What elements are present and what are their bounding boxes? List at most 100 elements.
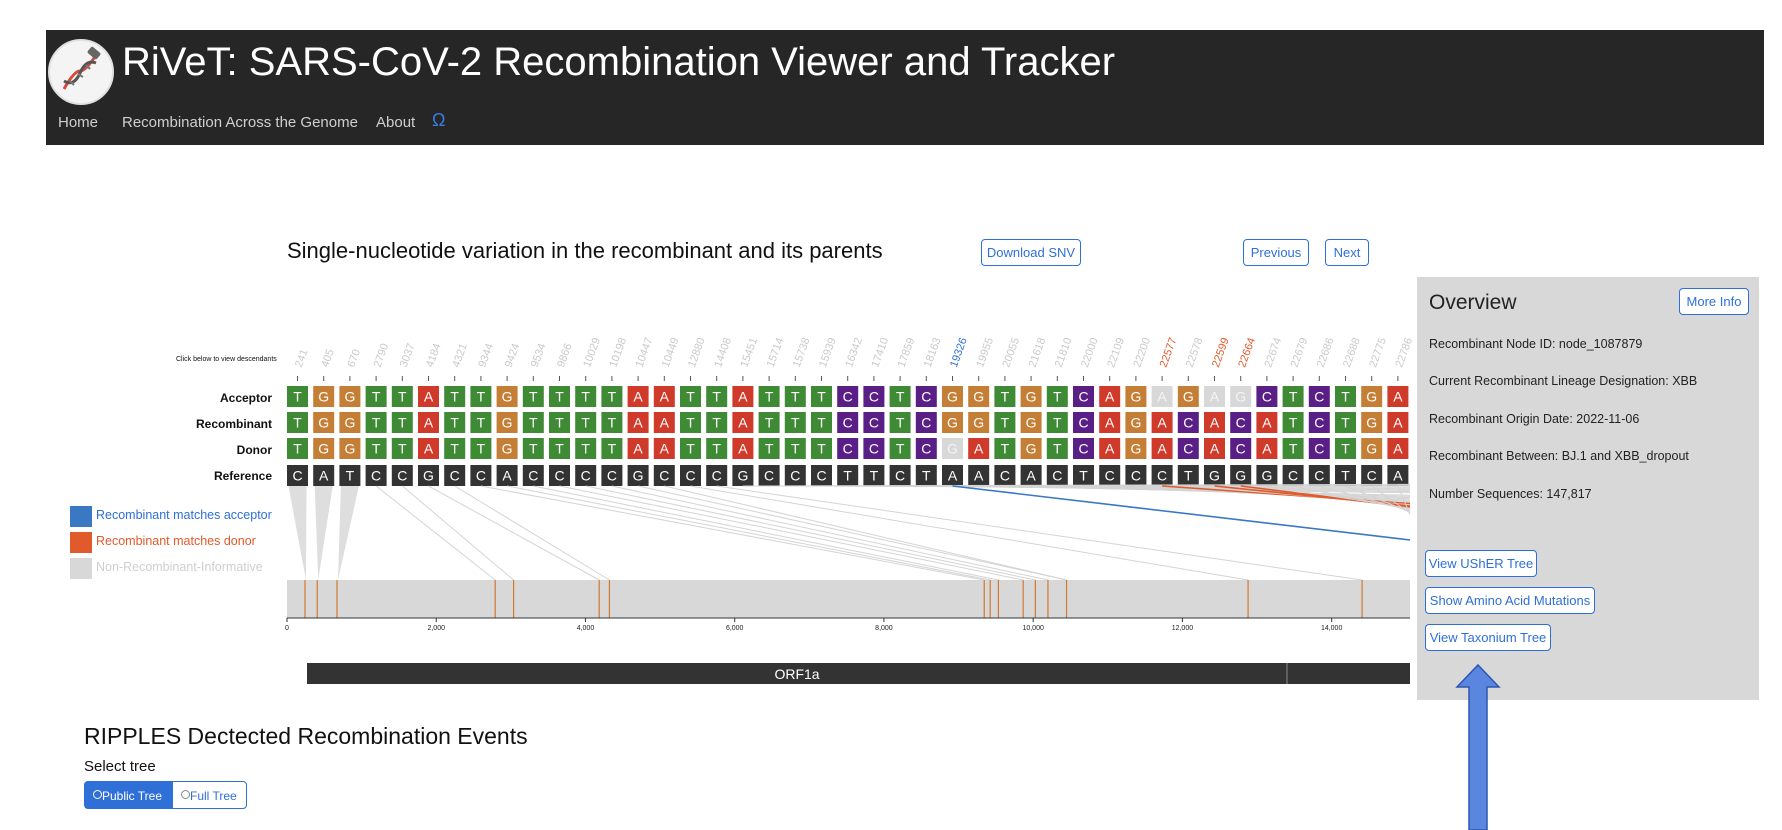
snv-cell-acceptor — [470, 386, 492, 407]
snv-base-recombinant: T — [1341, 415, 1350, 431]
snv-base-recombinant: T — [712, 415, 721, 431]
snv-base-recombinant: A — [1157, 415, 1167, 431]
snv-cell-recombinant — [470, 412, 492, 433]
snv-base-recombinant: A — [1393, 415, 1403, 431]
snv-cell-donor — [496, 438, 518, 459]
position-label: 15714 — [765, 336, 787, 369]
snv-base-reference: C — [397, 468, 407, 484]
public-tree-option[interactable]: Public Tree — [84, 781, 172, 809]
snv-base-recombinant: T — [529, 415, 538, 431]
position-label: 18163 — [922, 336, 944, 369]
genome-axis-label: 2,000 — [427, 625, 445, 632]
row-label-reference: Reference — [213, 469, 272, 483]
ripples-title: RIPPLES Dectected Recombination Events — [84, 723, 528, 749]
snv-cell-recombinant — [1020, 412, 1042, 433]
snv-base-reference: C — [1105, 468, 1115, 484]
position-label: 10447 — [634, 336, 656, 369]
snv-base-recombinant: T — [555, 415, 564, 431]
logo-icon[interactable] — [48, 39, 114, 105]
genome-track — [287, 580, 1410, 618]
snv-base-donor: T — [555, 441, 564, 457]
show-amino-acid-mutations-button[interactable]: Show Amino Acid Mutations — [1425, 587, 1595, 614]
snv-base-donor: T — [1341, 441, 1350, 457]
snv-cell-acceptor — [889, 386, 911, 407]
connector-line — [1162, 485, 1411, 505]
snv-cell-donor — [365, 438, 387, 459]
snv-cell-recombinant — [968, 412, 990, 433]
genome-axis-label: 12,000 — [1172, 625, 1194, 632]
snv-cell-acceptor — [1125, 386, 1147, 407]
snv-base-donor: T — [712, 441, 721, 457]
snv-base-recombinant: T — [1001, 415, 1010, 431]
snv-cell-acceptor — [601, 386, 623, 407]
legend-swatch-non-informative — [70, 558, 92, 579]
connector-line — [375, 485, 496, 581]
snv-cell-donor — [444, 438, 466, 459]
connector-line — [507, 485, 991, 581]
genome-axis-label: 4,000 — [577, 625, 595, 632]
snv-cell-acceptor — [915, 386, 937, 407]
snv-base-donor: A — [633, 441, 643, 457]
nav-recombination-across-genome[interactable]: Recombination Across the Genome — [122, 114, 358, 131]
snv-base-reference: T — [346, 468, 355, 484]
snv-cell-reference — [994, 465, 1016, 486]
snv-cell-reference — [444, 465, 466, 486]
gene-bar-orf1a — [307, 663, 1410, 684]
snv-base-acceptor: T — [372, 389, 381, 405]
site-title: RiVeT: SARS-CoV-2 Recombination Viewer a… — [122, 40, 1116, 84]
snv-base-donor: T — [372, 441, 381, 457]
snv-cell-reference — [1020, 465, 1042, 486]
snv-base-donor: C — [843, 441, 853, 457]
connector-line — [952, 485, 1411, 541]
snv-cell-recombinant — [1308, 412, 1330, 433]
snv-base-acceptor: G — [502, 389, 513, 405]
position-label: 9344 — [476, 342, 496, 369]
snv-cell-reference — [1256, 465, 1278, 486]
position-label: 670 — [345, 348, 363, 369]
position-label: 22599 — [1210, 336, 1232, 369]
full-tree-option[interactable]: Full Tree — [172, 781, 247, 809]
snv-cell-donor — [653, 438, 675, 459]
snv-base-reference: G — [1235, 468, 1246, 484]
snv-cell-recombinant — [496, 412, 518, 433]
snv-cell-reference — [942, 465, 963, 486]
position-label: 22577 — [1158, 336, 1180, 369]
snv-base-reference: A — [1026, 468, 1036, 484]
snv-base-reference: A — [502, 468, 512, 484]
snv-base-acceptor: A — [1157, 389, 1167, 405]
snv-base-acceptor: G — [344, 389, 355, 405]
snv-cell-donor — [1099, 438, 1121, 459]
more-info-button[interactable]: More Info — [1679, 288, 1749, 315]
position-label: 2790 — [372, 342, 392, 369]
nav-home[interactable]: Home — [58, 114, 99, 131]
snv-cell-acceptor — [1151, 386, 1173, 407]
snv-cell-recombinant — [942, 412, 963, 433]
snv-cell-acceptor — [339, 386, 361, 407]
snv-cell-recombinant — [1204, 412, 1225, 433]
snv-base-reference: C — [607, 468, 617, 484]
snv-cell-reference — [1335, 465, 1356, 486]
snv-cell-donor — [1361, 438, 1383, 459]
next-button[interactable]: Next — [1325, 239, 1369, 266]
view-usher-tree-button[interactable]: View UShER Tree — [1425, 550, 1537, 577]
position-label: 20055 — [1000, 336, 1022, 369]
row-label-recombinant: Recombinant — [195, 417, 272, 431]
position-label: 22679 — [1289, 336, 1311, 369]
snv-base-donor: A — [1262, 441, 1272, 457]
snv-base-acceptor: G — [947, 389, 958, 405]
connector-line — [716, 485, 1363, 581]
omega-icon[interactable]: Ω — [432, 110, 446, 130]
download-snv-button[interactable]: Download SNV — [981, 239, 1081, 266]
snv-base-acceptor: T — [398, 389, 407, 405]
position-label: 19326 — [948, 336, 970, 369]
snv-base-acceptor: T — [1053, 389, 1062, 405]
snv-base-acceptor: A — [660, 389, 670, 405]
snv-base-recombinant: G — [973, 415, 984, 431]
snv-cell-reference — [680, 465, 701, 486]
previous-button[interactable]: Previous — [1243, 239, 1309, 266]
snv-base-acceptor: T — [791, 389, 800, 405]
snv-base-donor: T — [529, 441, 538, 457]
snv-cell-reference — [470, 465, 492, 486]
nav-about[interactable]: About — [376, 114, 416, 131]
view-taxonium-tree-button[interactable]: View Taxonium Tree — [1425, 624, 1551, 651]
